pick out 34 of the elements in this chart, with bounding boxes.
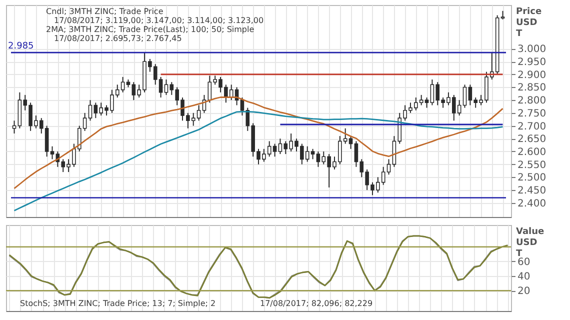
y-tick-label: 40 <box>518 272 530 283</box>
annotation: 17/08/2017; 2.695,73; 2.767,45 <box>54 34 182 43</box>
y-tick-label: 2.750 <box>518 108 546 120</box>
candlestick <box>462 84 467 108</box>
candlestick <box>386 158 391 176</box>
y-axis-title: Value USD T <box>516 227 544 259</box>
annotation: 17/08/2017; 82,096; 82,229 <box>260 299 373 308</box>
annotation: 2MA; 3MTH ZINC; Trade Price(Last); 100; 50; Simple <box>46 25 254 34</box>
y-tick-label: 2.600 <box>518 146 546 158</box>
y-tick-label: 20 <box>518 286 530 298</box>
annotation: StochS; 3MTH ZINC; Trade Price; 13; 7; Simple; 2 <box>20 299 216 308</box>
candlestick <box>88 100 92 122</box>
line-series <box>8 235 508 299</box>
y-tick-label: 2.650 <box>518 134 546 146</box>
y-tick-label: 2.400 <box>518 198 546 210</box>
candlestick <box>164 79 168 96</box>
y-tick-label: 2.800 <box>518 96 546 107</box>
y-tick-label: 2.700 <box>518 121 546 132</box>
y-tick-label: 2.850 <box>518 82 546 94</box>
candlestick <box>50 146 54 160</box>
y-tick-label: 3.000 <box>518 44 546 56</box>
y-tick-label: 2.950 <box>518 57 546 68</box>
annotation: Cndl; 3MTH ZINC; Trade Price <box>46 7 164 16</box>
y-tick-label: 2.500 <box>518 172 546 184</box>
annotation: 17/08/2017; 3.119,00; 3.147,00; 3.114,00; 3.123,00 <box>54 16 264 25</box>
y-tick-label: 2.900 <box>518 70 546 81</box>
candlestick <box>348 136 353 150</box>
y-tick-label: 2.550 <box>518 160 546 171</box>
candlestick <box>310 148 315 160</box>
y-axis-title: Price USD T <box>516 7 542 39</box>
ref-line-label: 2.985 <box>8 42 34 52</box>
y-tick-label: 60 <box>518 256 530 268</box>
candlestick <box>424 97 429 108</box>
y-tick-label: 2.450 <box>518 186 546 197</box>
